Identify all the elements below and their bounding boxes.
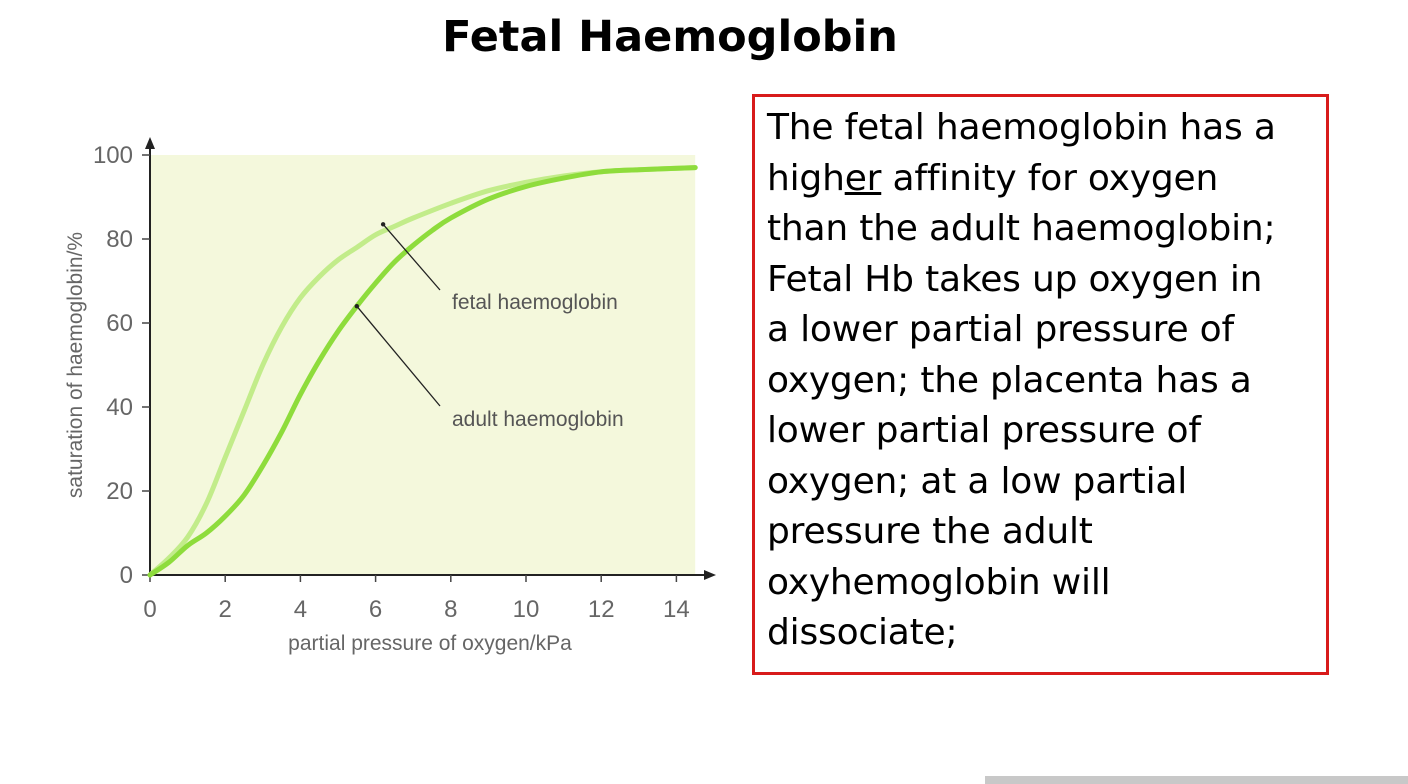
- player-control-bar: [985, 776, 1408, 784]
- annotation-label: fetal haemoglobin: [452, 291, 618, 314]
- text-line-3: than the adult haemoglobin;: [767, 208, 1276, 249]
- x-tick-label: 10: [513, 596, 540, 623]
- explanation-box: The fetal haemoglobin has a higher affin…: [752, 94, 1329, 675]
- fetal-haemoglobin-curve: [147, 165, 698, 578]
- slide-title: Fetal Haemoglobin: [442, 12, 898, 62]
- x-tick-label: 14: [663, 596, 690, 623]
- text-line-9: pressure the adult: [767, 511, 1093, 552]
- x-axis-arrow: [704, 570, 716, 580]
- annotation-label: adult haemoglobin: [452, 408, 624, 431]
- annotation-point: [380, 222, 386, 227]
- x-tick-label: 0: [143, 596, 156, 623]
- x-tick-label: 12: [588, 596, 615, 623]
- text-line-7: lower partial pressure of: [767, 410, 1201, 451]
- text-line: higher affinity for oxygen: [767, 154, 1316, 205]
- y-axis-arrow: [145, 137, 155, 149]
- y-tick-label: 0: [120, 562, 133, 589]
- y-tick-label: 40: [106, 394, 133, 421]
- text-line: oxygen; the placenta has a: [767, 356, 1316, 407]
- y-tick-label: 20: [106, 478, 133, 505]
- text-line-1: The fetal haemoglobin has a: [767, 107, 1276, 148]
- text-line: pressure the adult: [767, 507, 1316, 558]
- text-line: lower partial pressure of: [767, 406, 1316, 457]
- text-line: dissociate;: [767, 608, 1316, 659]
- annotation-point: [354, 304, 359, 309]
- underlined-emphasis: er: [844, 157, 882, 199]
- text-line-4: Fetal Hb takes up oxygen in: [767, 258, 1263, 300]
- x-axis-label: partial pressure of oxygen/kPa: [288, 632, 572, 655]
- text-line: a lower partial pressure of: [767, 305, 1316, 356]
- y-tick-label: 80: [106, 226, 133, 253]
- y-axis-label: saturation of haemoglobin/%: [64, 232, 87, 498]
- annotation-leader-line: [356, 305, 441, 407]
- annotation-leader-line: [382, 223, 441, 291]
- text-line-6: oxygen; the placenta has a: [767, 359, 1252, 401]
- text-line: Fetal Hb takes up oxygen in: [767, 255, 1316, 306]
- text-line: oxygen; at a low partial: [767, 457, 1316, 508]
- oxygen-dissociation-chart: 0 2 4 6 8 10 12 14 0 20 40 60 80 100 fetal haemoglobi…: [64, 137, 716, 655]
- text-line-2b: affinity for oxygen: [881, 157, 1219, 199]
- text-line-10: oxyhemoglobin will: [767, 561, 1111, 603]
- x-tick-label: 6: [369, 596, 382, 623]
- y-tick-label: 100: [93, 142, 133, 169]
- text-line-2a: high: [767, 157, 845, 199]
- x-tick-label: 4: [294, 596, 307, 623]
- text-line-5: a lower partial pressure of: [767, 309, 1234, 350]
- text-line-8: oxygen; at a low partial: [767, 460, 1188, 502]
- text-line: The fetal haemoglobin has a: [767, 103, 1316, 154]
- text-line: than the adult haemoglobin;: [767, 204, 1316, 255]
- x-tick-label: 8: [444, 596, 457, 623]
- y-tick-label: 60: [106, 310, 133, 337]
- text-line-11: dissociate;: [767, 612, 958, 653]
- x-tick-label: 2: [219, 596, 232, 623]
- text-line: oxyhemoglobin will: [767, 558, 1316, 609]
- plot-area: [150, 155, 696, 575]
